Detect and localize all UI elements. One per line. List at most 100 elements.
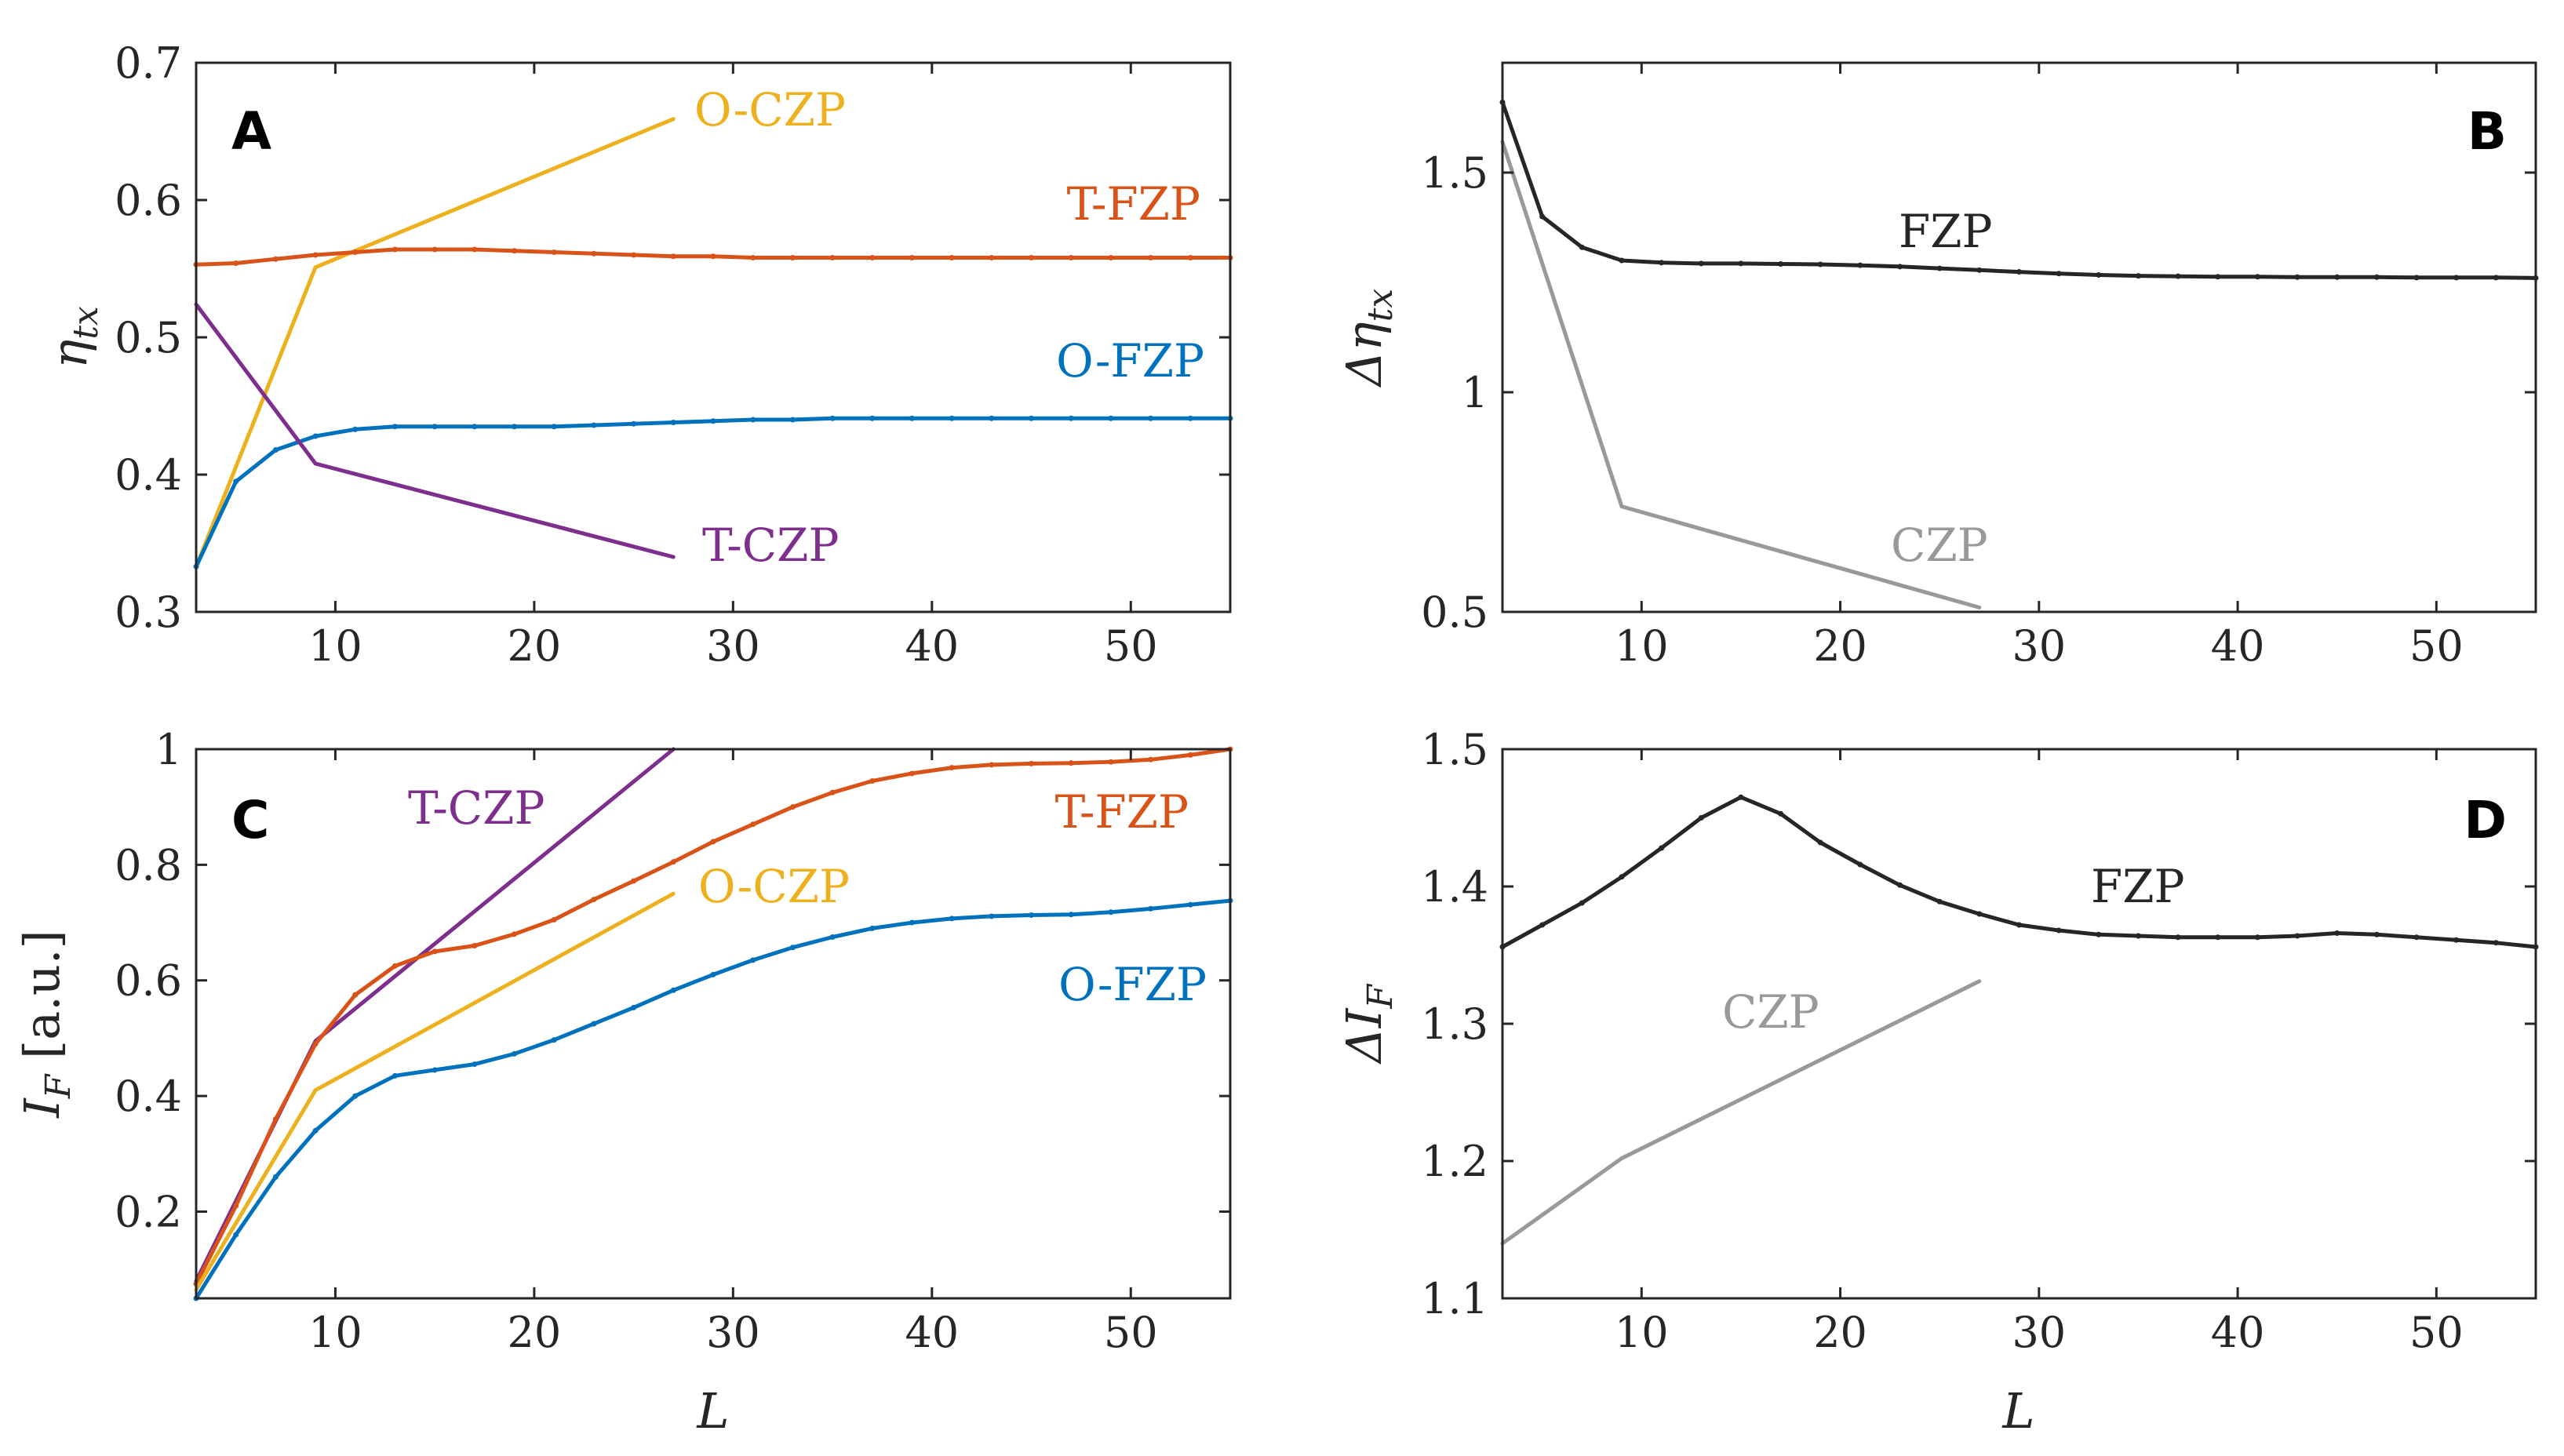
data-point bbox=[1738, 794, 1744, 800]
x-tick-label: 20 bbox=[508, 1308, 562, 1357]
data-point bbox=[2016, 922, 2022, 928]
data-point bbox=[233, 479, 239, 485]
data-point bbox=[512, 931, 518, 937]
x-tick-label: 30 bbox=[2012, 1308, 2066, 1357]
data-point bbox=[591, 1021, 597, 1027]
data-point bbox=[789, 417, 796, 423]
x-tick-label: 10 bbox=[1615, 1308, 1669, 1357]
data-point bbox=[1187, 752, 1193, 758]
y-tick-label: 0.4 bbox=[115, 450, 182, 500]
data-point bbox=[352, 426, 359, 432]
data-point bbox=[2413, 934, 2420, 941]
x-tick-label: 50 bbox=[2409, 1308, 2464, 1357]
x-tick-label: 50 bbox=[1104, 1308, 1158, 1357]
data-point bbox=[909, 770, 915, 777]
data-point bbox=[1857, 861, 1863, 868]
data-point bbox=[750, 255, 756, 260]
series-line-czp bbox=[1500, 979, 1982, 1246]
axes-frame bbox=[195, 748, 1232, 1300]
data-point bbox=[591, 250, 597, 257]
data-point bbox=[1539, 213, 1546, 220]
y-axis-title: ηtx bbox=[41, 306, 106, 369]
data-point bbox=[989, 415, 995, 421]
data-point bbox=[2254, 934, 2260, 941]
data-point bbox=[750, 417, 756, 423]
data-point bbox=[312, 433, 319, 439]
data-point bbox=[2175, 273, 2181, 279]
data-point bbox=[1659, 260, 1665, 266]
data-point bbox=[631, 252, 637, 258]
data-point bbox=[472, 246, 478, 253]
data-point bbox=[949, 415, 955, 421]
data-point bbox=[512, 1050, 518, 1057]
panel-letter: D bbox=[2464, 790, 2507, 850]
data-point bbox=[551, 249, 557, 255]
data-point bbox=[1698, 260, 1704, 267]
data-point bbox=[1029, 415, 1035, 421]
data-point bbox=[1108, 415, 1114, 421]
data-point bbox=[1148, 756, 1154, 763]
data-point bbox=[1936, 898, 1943, 905]
data-point bbox=[551, 1037, 557, 1043]
data-point bbox=[352, 992, 359, 998]
data-point bbox=[1897, 882, 1903, 888]
data-point bbox=[710, 971, 716, 977]
data-point bbox=[2254, 274, 2260, 280]
data-point bbox=[1619, 874, 1625, 880]
data-point bbox=[949, 255, 955, 260]
data-point bbox=[710, 839, 716, 845]
data-point bbox=[829, 789, 836, 795]
x-tick-label: 50 bbox=[1104, 621, 1158, 671]
data-point bbox=[2016, 269, 2022, 275]
data-point bbox=[1108, 909, 1114, 915]
y-axis-title: Δηtx bbox=[1335, 289, 1400, 388]
data-point bbox=[2453, 937, 2460, 943]
data-point bbox=[272, 1174, 279, 1180]
y-tick-label: 1.5 bbox=[1421, 725, 1488, 774]
data-point bbox=[1817, 839, 1823, 846]
y-tick-label: 0.6 bbox=[115, 956, 182, 1006]
panel-letter: A bbox=[231, 101, 271, 162]
data-point bbox=[2373, 931, 2380, 937]
panel-B: 10 20 30 40 50 0.5 1 1.5 FZP CZP B Δηtx bbox=[1335, 61, 2539, 671]
data-point bbox=[392, 424, 398, 430]
data-point bbox=[631, 420, 637, 427]
x-tick-label: 20 bbox=[1813, 1308, 1867, 1357]
data-point bbox=[1068, 912, 1074, 918]
y-tick-label: 1.1 bbox=[1421, 1274, 1488, 1323]
data-point bbox=[2453, 275, 2460, 281]
data-point bbox=[869, 925, 876, 931]
panel-C: 10 20 30 40 50 0.2 0.4 0.6 0.8 1 T-CZP T-FZP O-CZP O-… bbox=[13, 725, 1233, 1440]
data-point bbox=[1857, 262, 1863, 268]
y-tick-label: 0.5 bbox=[115, 313, 182, 362]
series-line-fzp bbox=[1500, 100, 2538, 280]
panel-letter: C bbox=[231, 790, 269, 850]
data-point bbox=[670, 987, 676, 993]
data-point bbox=[272, 1116, 279, 1123]
data-point bbox=[829, 934, 836, 940]
data-point bbox=[1778, 810, 1784, 817]
axes-frame bbox=[1501, 61, 2537, 613]
data-point bbox=[1579, 244, 1585, 250]
x-tick-label: 30 bbox=[706, 1308, 760, 1357]
data-point bbox=[1068, 255, 1074, 260]
data-point bbox=[352, 249, 359, 255]
y-tick-label: 1.3 bbox=[1421, 999, 1488, 1049]
data-point bbox=[1976, 267, 1983, 273]
data-point bbox=[1698, 815, 1704, 821]
data-point bbox=[2096, 931, 2102, 937]
y-tick-label: 0.3 bbox=[115, 588, 182, 637]
data-point bbox=[233, 1203, 239, 1209]
x-tick-label: 40 bbox=[905, 621, 959, 671]
data-point bbox=[512, 248, 518, 254]
data-point bbox=[233, 260, 239, 266]
data-point bbox=[591, 422, 597, 428]
data-point bbox=[710, 418, 716, 424]
data-point bbox=[352, 1093, 359, 1099]
x-tick-label: 30 bbox=[706, 621, 760, 671]
data-point bbox=[1108, 759, 1114, 765]
x-tick-label: 40 bbox=[905, 1308, 959, 1357]
y-axis-title: IF [a.u.] bbox=[13, 930, 78, 1118]
data-point bbox=[1897, 264, 1903, 270]
x-tick-label: 40 bbox=[2211, 621, 2265, 671]
